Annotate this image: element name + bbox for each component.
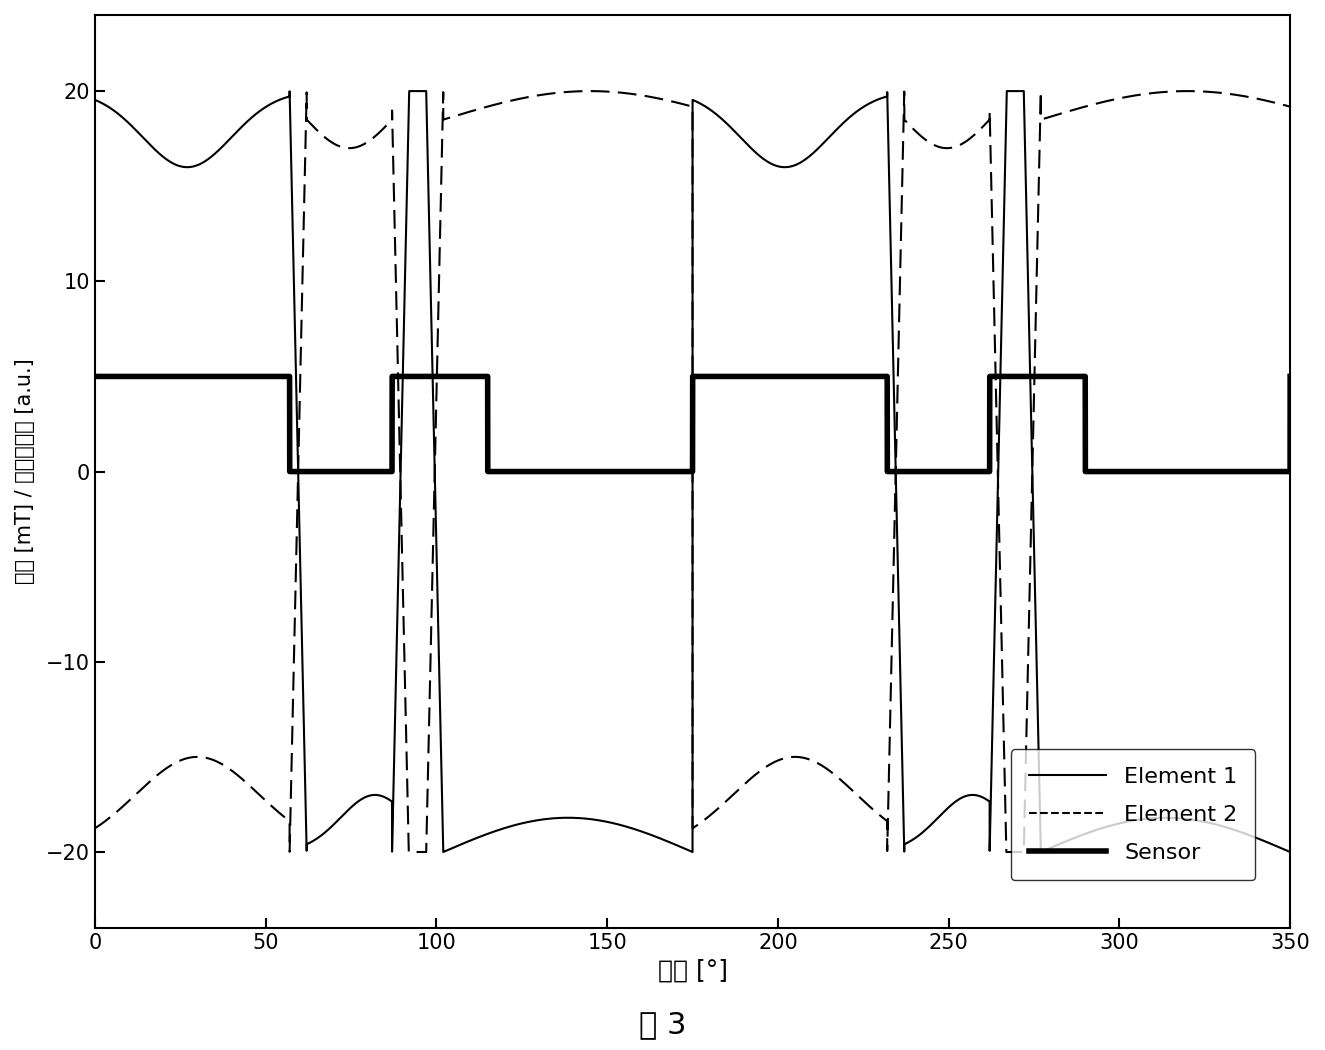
Element 1 — [347, 798, 363, 811]
Element 2 — [705, 807, 721, 820]
Y-axis label: 磁场 [mT] / 传感器信号 [a.u.]: 磁场 [mT] / 传感器信号 [a.u.] — [15, 359, 34, 585]
Element 1 — [436, 845, 452, 858]
Element 2 — [1283, 822, 1298, 835]
Sensor — [443, 371, 458, 383]
Element 2 — [444, 111, 460, 124]
Element 2 — [347, 142, 363, 154]
Text: 图 3: 图 3 — [639, 1010, 686, 1040]
Sensor — [87, 371, 103, 383]
Sensor — [106, 371, 122, 383]
Element 1 — [401, 85, 417, 98]
Legend: Element 1, Element 2, Sensor: Element 1, Element 2, Sensor — [1011, 750, 1255, 881]
Sensor — [1283, 371, 1298, 383]
Sensor — [705, 371, 721, 383]
Element 1 — [713, 111, 729, 124]
X-axis label: 角度 [°]: 角度 [°] — [657, 959, 727, 983]
Element 2 — [1179, 85, 1195, 98]
Sensor — [347, 465, 363, 478]
Element 2 — [87, 822, 103, 835]
Element 2 — [400, 845, 416, 858]
Element 2 — [106, 807, 122, 820]
Line: Element 1: Element 1 — [95, 91, 1291, 852]
Sensor — [444, 371, 460, 383]
Element 2 — [443, 111, 458, 124]
Line: Element 2: Element 2 — [95, 91, 1291, 852]
Sensor — [713, 371, 729, 383]
Line: Sensor: Sensor — [95, 377, 1291, 471]
Element 1 — [87, 93, 103, 106]
Element 1 — [444, 842, 460, 855]
Sensor — [282, 465, 298, 478]
Element 2 — [713, 800, 729, 813]
Element 1 — [443, 842, 458, 855]
Element 1 — [705, 105, 721, 118]
Element 1 — [106, 104, 122, 117]
Element 1 — [1283, 93, 1298, 106]
